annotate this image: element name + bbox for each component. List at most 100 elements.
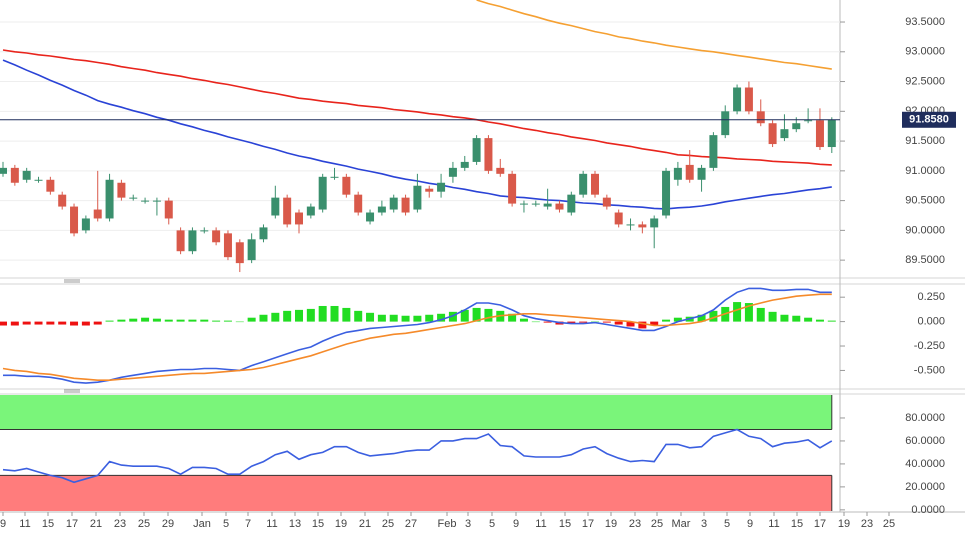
x-tick-label: 3 — [701, 518, 707, 530]
histogram-bar — [22, 321, 31, 325]
histogram-bar — [804, 317, 813, 322]
candle-body — [152, 200, 161, 202]
histogram-bar — [768, 311, 777, 322]
candle-body — [460, 161, 469, 168]
panel — [0, 395, 833, 511]
histogram-bar — [342, 307, 351, 322]
histogram-bar — [10, 321, 19, 326]
histogram-bar — [650, 321, 659, 326]
x-tick-label: 17 — [814, 518, 826, 530]
candle-body — [176, 230, 185, 252]
candle-body — [271, 197, 280, 216]
histogram-bar — [0, 321, 7, 326]
histogram-bar — [460, 309, 469, 322]
histogram-bar — [425, 314, 434, 322]
candle-body — [827, 119, 836, 148]
x-tick-label: 25 — [382, 518, 394, 530]
histogram-bar — [733, 302, 742, 322]
histogram-bar — [271, 312, 280, 322]
candle-body — [259, 227, 268, 240]
histogram-bar — [70, 321, 79, 326]
panel — [0, 287, 836, 384]
histogram-bar — [519, 318, 528, 322]
candle-body — [508, 173, 517, 204]
histogram-bar — [200, 319, 209, 322]
x-tick-label: 19 — [335, 518, 347, 530]
x-tick-label: 21 — [359, 518, 371, 530]
resize-handle[interactable] — [64, 279, 80, 283]
candle-body — [685, 164, 694, 180]
candle-body — [330, 176, 339, 178]
y-tick-label: 80.0000 — [905, 412, 945, 424]
x-tick-label: 7 — [245, 518, 251, 530]
y-tick-label: 89.5000 — [905, 254, 945, 266]
candle-body — [34, 179, 43, 181]
candle-body — [129, 197, 138, 199]
histogram-bar — [579, 321, 588, 323]
last-price-box — [902, 111, 956, 128]
candle-body — [188, 230, 197, 252]
indicator-line — [2, 428, 833, 484]
x-tick-label: 5 — [223, 518, 229, 530]
histogram-bar — [437, 313, 446, 322]
histogram-bar — [401, 315, 410, 322]
x-tick-label: 5 — [489, 518, 495, 530]
histogram-bar — [508, 313, 517, 322]
histogram-bar — [827, 320, 836, 322]
candle-body — [425, 188, 434, 192]
candle-body — [543, 203, 552, 207]
x-tick-label: 3 — [465, 518, 471, 530]
candle-body — [555, 203, 564, 210]
x-tick-label: 9 — [0, 518, 6, 530]
x-tick-label: Mar — [672, 518, 691, 530]
candle-body — [744, 87, 753, 112]
x-tick-label: Jan — [193, 518, 211, 530]
histogram-bar — [164, 319, 173, 322]
histogram-bar — [34, 321, 43, 325]
histogram-bar — [117, 319, 126, 322]
candle-body — [318, 176, 327, 210]
y-tick-label: 93.5000 — [905, 16, 945, 28]
histogram-bar — [223, 320, 232, 322]
candle-body — [437, 182, 446, 192]
histogram-bar — [188, 319, 197, 322]
x-tick-label: 23 — [861, 518, 873, 530]
x-tick-label: 15 — [42, 518, 54, 530]
candle-body — [377, 206, 386, 213]
x-tick-label: 15 — [312, 518, 324, 530]
histogram-bar — [366, 312, 375, 322]
candle-body — [673, 167, 682, 180]
histogram-bar — [638, 321, 647, 329]
x-tick-label: 23 — [114, 518, 126, 530]
candle-body — [117, 182, 126, 198]
y-tick-label: 90.0000 — [905, 224, 945, 236]
histogram-bar — [354, 310, 363, 322]
candle-body — [638, 224, 647, 228]
histogram-bar — [212, 320, 221, 322]
panel-frames — [0, 0, 965, 513]
histogram-bar — [46, 321, 55, 325]
histogram-bar — [709, 310, 718, 322]
candle-body — [354, 194, 363, 213]
indicator-line — [2, 49, 832, 166]
candle-body — [768, 123, 777, 145]
histogram-bar — [129, 318, 138, 322]
histogram-bar — [377, 314, 386, 322]
candle-body — [756, 111, 765, 124]
histogram-bar — [389, 314, 398, 322]
candle-body — [815, 120, 824, 148]
y-tick-label: 20.0000 — [905, 481, 945, 493]
histogram-bar — [673, 317, 682, 322]
histogram-bar — [484, 308, 493, 322]
y-tick-label: 92.5000 — [905, 75, 945, 87]
resize-handle[interactable] — [64, 389, 80, 393]
x-tick-label: 5 — [724, 518, 730, 530]
candle-body — [366, 212, 375, 222]
x-tick-label: 11 — [266, 518, 277, 530]
histogram-bar — [602, 321, 611, 323]
histogram-bar — [306, 308, 315, 322]
histogram-bar — [626, 321, 635, 327]
y-tick-label: 40.0000 — [905, 458, 945, 470]
